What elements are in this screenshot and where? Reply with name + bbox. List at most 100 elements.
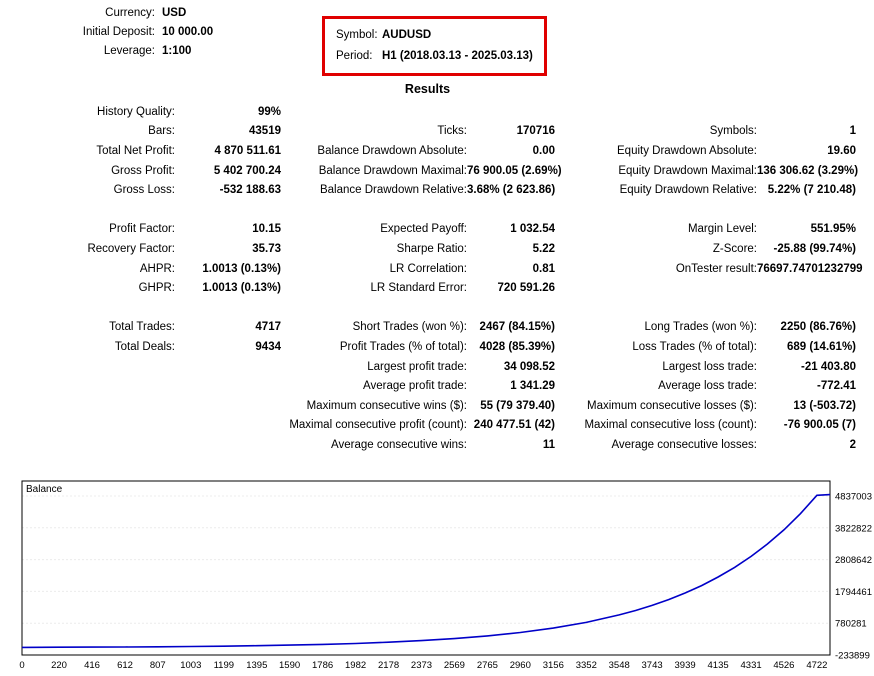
y-axis-label: -233899 <box>835 651 870 662</box>
x-axis-label: 416 <box>84 660 100 671</box>
stat-value: 240 477.51 (42) <box>473 419 555 432</box>
stat-value: 99% <box>257 105 281 118</box>
stat-label: Maximal consecutive profit (count): <box>289 419 467 432</box>
stat-value: 5 402 700.24 <box>213 164 281 177</box>
currency-label: Currency: <box>105 6 155 19</box>
stat-value: 720 591.26 <box>497 282 555 295</box>
stat-value: 170716 <box>516 125 555 138</box>
stats-row: Maximum consecutive wins ($): 55 (79 379.… <box>0 396 856 416</box>
stat-value: 76 900.05 (2.69%) <box>467 164 562 177</box>
stat-label: Profit Factor: <box>109 223 175 236</box>
stats-group: History Quality: 99% Bars: 43519 Ticks: 17071… <box>0 102 859 200</box>
stat-label: Maximum consecutive losses ($): <box>587 399 757 412</box>
stat-value: 13 (-503.72) <box>793 399 856 412</box>
y-axis-label: 1794461 <box>835 587 872 598</box>
stat-label: Equity Drawdown Absolute: <box>617 144 757 157</box>
stat-label: Margin Level: <box>687 223 757 236</box>
stat-value: 5.22 <box>532 242 555 255</box>
stat-label: Long Trades (won %): <box>644 321 757 334</box>
balance-chart-section: Balance 4837003 3822822 2808642 1794461 78028… <box>0 477 874 673</box>
stat-label: AHPR: <box>139 262 175 275</box>
currency-value: USD <box>162 6 187 19</box>
stat-label: Average consecutive wins: <box>331 438 467 451</box>
x-axis-label: 3548 <box>609 660 630 671</box>
x-axis-label: 3939 <box>675 660 696 671</box>
stat-label: Balance Drawdown Absolute: <box>317 144 467 157</box>
stats-row: Gross Loss: -532 188.63 Balance Drawdown R… <box>0 180 856 200</box>
stat-label: Maximal consecutive loss (count): <box>584 419 757 432</box>
stat-value: 19.60 <box>827 144 856 157</box>
x-axis-label: 4526 <box>773 660 794 671</box>
stat-value: 136 306.62 (3.29%) <box>757 164 859 177</box>
x-axis-label: 2373 <box>411 660 432 671</box>
x-axis-label: 4722 <box>806 660 827 671</box>
stat-value: 2 <box>849 438 856 451</box>
y-axis-label: 4837003 <box>835 492 872 503</box>
leverage-value: 1:100 <box>162 45 192 58</box>
stats-row: GHPR: 1.0013 (0.13%) LR Standard Error: 720… <box>0 278 856 298</box>
x-axis-label: 3743 <box>642 660 663 671</box>
stat-value: 76697.74701232799 <box>757 262 863 275</box>
stat-value: 9434 <box>255 340 281 353</box>
stat-value: 4717 <box>255 321 281 334</box>
initial-deposit-label: Initial Deposit: <box>82 26 155 39</box>
x-axis-label: 3352 <box>576 660 597 671</box>
stat-value: 551.95% <box>810 223 856 236</box>
initial-deposit-row: Initial Deposit: 10 000.00 <box>0 22 213 41</box>
stat-value: 0.81 <box>532 262 555 275</box>
x-axis-label: 2765 <box>477 660 498 671</box>
stat-label: LR Standard Error: <box>370 282 467 295</box>
stat-value: 3.68% (2 623.86) <box>467 184 556 197</box>
stats-row: History Quality: 99% <box>0 102 856 122</box>
stat-value: -532 188.63 <box>219 184 281 197</box>
stat-label: Profit Trades (% of total): <box>339 340 467 353</box>
stat-label: Average profit trade: <box>363 380 467 393</box>
stats-group: Total Trades: 4717 Short Trades (won %): 24… <box>0 318 856 455</box>
x-axis-label: 1395 <box>246 660 267 671</box>
stat-label: Average consecutive losses: <box>611 438 757 451</box>
stat-label: Expected Payoff: <box>380 223 467 236</box>
stat-label: History Quality: <box>97 105 175 118</box>
x-axis-label: 4331 <box>741 660 762 671</box>
x-axis-label: 807 <box>150 660 166 671</box>
stats-group: Profit Factor: 10.15 Expected Payoff: 1 032… <box>0 220 863 298</box>
stat-label: Bars: <box>148 125 175 138</box>
stat-value: -772.41 <box>816 380 856 393</box>
stat-label: Ticks: <box>437 125 467 138</box>
plot-border <box>21 480 831 656</box>
x-axis-label: 3156 <box>543 660 564 671</box>
stat-label: Total Net Profit: <box>96 144 175 157</box>
stat-value: -21 403.80 <box>801 360 856 373</box>
currency-row: Currency: USD <box>0 3 213 22</box>
x-axis-label: 1982 <box>345 660 366 671</box>
x-axis-label: 0 <box>19 660 24 671</box>
leverage-row: Leverage: 1:100 <box>0 42 213 61</box>
stats-row: AHPR: 1.0013 (0.13%) LR Correlation: 0.81 On… <box>0 259 863 279</box>
stats-row: Profit Factor: 10.15 Expected Payoff: 1 032… <box>0 220 856 240</box>
stats-row: Average consecutive wins: 11 Average conse… <box>0 435 856 455</box>
stat-value: 689 (14.61%) <box>786 340 856 353</box>
account-info: Currency: USD Initial Deposit: 10 000.00… <box>0 3 213 61</box>
stat-label: Symbols: <box>709 125 757 138</box>
x-axis-label: 4135 <box>708 660 729 671</box>
stat-value: 4 870 511.61 <box>214 144 281 157</box>
stat-label: Largest profit trade: <box>367 360 467 373</box>
y-axis-label: 3822822 <box>835 523 872 534</box>
stat-label: LR Correlation: <box>389 262 467 275</box>
stat-value: 5.22% (7 210.48) <box>767 184 856 197</box>
symbol-period-highlight-box: Symbol: AUDUSD Period: H1 (2018.03.13 - … <box>322 16 547 76</box>
stats-row: Total Net Profit: 4 870 511.61 Balance Dra… <box>0 141 856 161</box>
stat-value: 35.73 <box>252 242 281 255</box>
stats-row: Bars: 43519 Ticks: 170716 Symbols: 1 <box>0 122 856 142</box>
stats-table: History Quality: 99% Bars: 43519 Ticks: 17071… <box>0 102 863 474</box>
stat-label: Balance Drawdown Relative: <box>319 184 467 197</box>
results-title: Results <box>404 82 451 96</box>
stat-value: 4028 (85.39%) <box>479 340 555 353</box>
stat-label: Balance Drawdown Maximal: <box>318 164 467 177</box>
stat-value: 1 341.29 <box>510 380 555 393</box>
x-axis-label: 1199 <box>214 660 234 671</box>
x-axis-label: 220 <box>51 660 67 671</box>
stat-label: OnTester result: <box>675 262 757 275</box>
stat-label: Short Trades (won %): <box>352 321 467 334</box>
y-axis-label: 780281 <box>835 619 867 630</box>
